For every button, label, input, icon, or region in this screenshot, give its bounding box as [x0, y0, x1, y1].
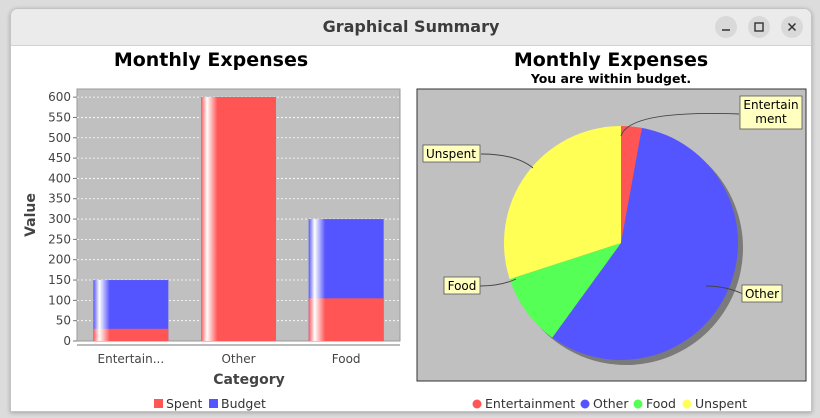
bar-x-tick-label: Other: [221, 352, 255, 366]
pie-label-box-other: [741, 284, 783, 303]
legend-label-food: Food: [646, 396, 676, 411]
close-icon: [787, 22, 797, 32]
legend-dot-unspent: [682, 399, 692, 409]
pie-label-box-food: [443, 276, 481, 295]
close-button[interactable]: [781, 16, 803, 38]
pie-label-boxes: Entertain ment Unspent Food Other: [422, 95, 803, 303]
maximize-button[interactable]: [748, 16, 770, 38]
bar-series: [93, 97, 384, 341]
leader-food: [479, 278, 517, 287]
bar-y-tick-label: 400: [48, 171, 71, 185]
minimize-icon: [722, 29, 730, 31]
minimize-button[interactable]: [715, 16, 737, 38]
legend-dot-entertainment: [472, 399, 482, 409]
window-title: Graphical Summary: [322, 17, 500, 36]
bar-y-tick-label: 600: [48, 90, 71, 104]
maximize-icon: [754, 22, 764, 32]
bar-y-tick-label: 450: [48, 151, 71, 165]
bar-x-tick-label: Entertain...: [98, 352, 165, 366]
bar-y-tick-label: 550: [48, 110, 71, 124]
pie-chart-title: Monthly Expenses: [514, 49, 708, 71]
legend-label-unspent: Unspent: [695, 396, 747, 411]
bar-spent: [93, 328, 169, 341]
leader-entertainment: [620, 113, 740, 137]
leader-other: [705, 285, 744, 295]
legend-label-spent: Spent: [166, 396, 202, 411]
pie-label-leaders: [479, 113, 744, 295]
legend-label-other: Other: [593, 396, 629, 411]
legend-dot-other: [580, 399, 590, 409]
bar-y-tick-label: 300: [48, 212, 71, 226]
leader-unspent: [480, 153, 534, 169]
pie-slice-food: [509, 243, 621, 338]
bar-x-axis-label: Category: [213, 372, 285, 388]
bar-legend: Spent Budget: [154, 396, 266, 411]
bar-y-tick-label: 0: [63, 334, 71, 348]
chart-area: Monthly Expenses 0 50 100 150 200 250 300 350 40…: [11, 46, 811, 411]
pie-label-unspent: Unspent: [426, 147, 476, 161]
pie-slice-unspent: [504, 126, 621, 280]
pie-label-box-entertainment: [739, 95, 803, 130]
pie-slices: [504, 126, 738, 360]
bar-spent: [201, 97, 276, 341]
app-window: Graphical Summary: [10, 8, 812, 412]
pie-chart: Monthly Expenses You are within budget. …: [416, 49, 807, 411]
bar-y-tick-label: 200: [48, 253, 71, 267]
bar-chart-title: Monthly Expenses: [114, 49, 308, 71]
pie-slice-other: [552, 127, 738, 360]
pie-label-other: Other: [745, 287, 779, 301]
pie-chart-subtitle: You are within budget.: [530, 71, 691, 86]
bar-y-tick-label: 50: [56, 314, 71, 328]
bar-y-tick-label: 250: [48, 232, 71, 246]
bar-y-tick-label: 150: [48, 273, 71, 287]
title-bar[interactable]: Graphical Summary: [11, 9, 811, 46]
bar-y-tick-label: 100: [48, 293, 71, 307]
bar-y-tick-label: 350: [48, 192, 71, 206]
legend-dot-food: [633, 399, 643, 409]
legend-label-entertainment: Entertainment: [485, 396, 575, 411]
pie-legend: Entertainment Other Food Unspent: [472, 396, 747, 411]
pie-label-entertainment: Entertain ment: [743, 98, 798, 126]
bar-y-tick-label: 500: [48, 131, 71, 145]
pie-label-box-unspent: [422, 144, 481, 163]
bar-x-tick-label: Food: [332, 352, 361, 366]
pie-slice-entertainment: [621, 126, 642, 243]
bar-y-axis-label: Value: [23, 193, 39, 237]
bar-chart: Monthly Expenses 0 50 100 150 200 250 300 350 40…: [23, 49, 401, 411]
pie-label-food: Food: [448, 279, 477, 293]
legend-label-budget: Budget: [221, 396, 266, 411]
bar-y-axis: 0 50 100 150 200 250 300 350 400 450 500 550 600: [48, 90, 77, 348]
legend-swatch-budget: [209, 399, 218, 408]
bar-spent: [308, 298, 384, 341]
charts-canvas: Monthly Expenses 0 50 100 150 200 250 300 350 40…: [23, 49, 807, 411]
legend-swatch-spent: [154, 399, 163, 408]
bar-x-axis: Entertain... Other Food: [77, 344, 400, 366]
